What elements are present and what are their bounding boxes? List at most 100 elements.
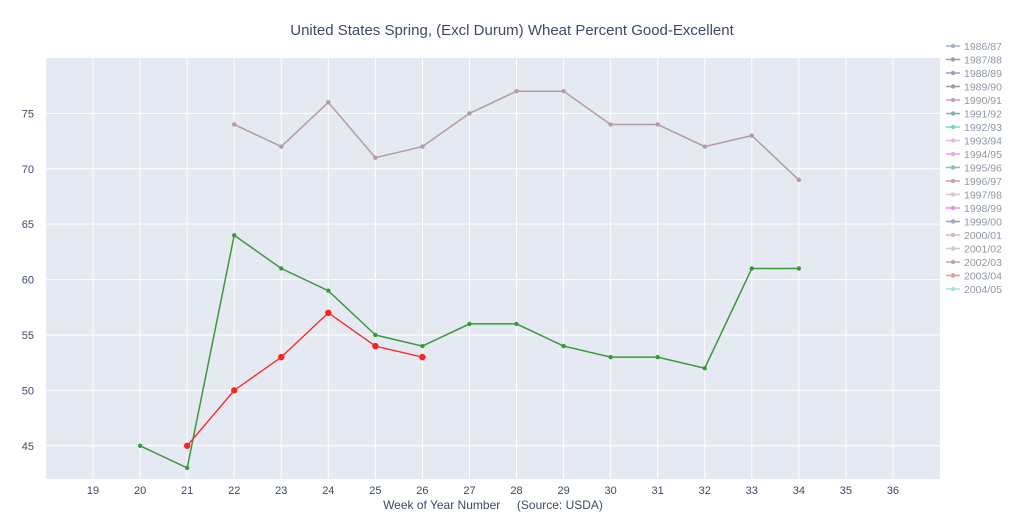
legend-label: 1996/97 [964,176,1002,188]
series-2002-03 [232,89,802,183]
y-tick-label: 70 [22,164,34,176]
x-tick-label: 23 [275,485,287,497]
x-tick-label: 27 [463,485,475,497]
legend-marker [950,192,956,197]
x-tick-label: 24 [322,485,334,497]
x-tick-label: 22 [228,485,240,497]
series-2003-04 [137,233,802,471]
legend-item: 1996/97 [946,176,1002,188]
y-tick-label: 55 [22,330,34,342]
x-axis-label: Week of Year Number (Source: USDA) [383,498,603,512]
x-tick-label: 19 [87,485,99,497]
legend-marker [950,151,956,157]
legend-label: 2001/02 [964,243,1002,255]
series-line [186,311,423,447]
legend-label: 1991/92 [964,108,1002,120]
legend-item: 1990/91 [946,95,1002,107]
legend-item: 1992/93 [946,122,1002,134]
legend-marker [950,97,956,103]
data-point [373,155,378,160]
data-point [655,122,660,127]
data-point [326,100,331,105]
data-point [279,266,284,271]
data-point [420,144,425,149]
data-point [184,465,190,471]
legend-marker [950,111,956,116]
legend-item: 1991/92 [946,108,1002,120]
legend-label: 1994/95 [964,149,1002,161]
legend-item: 2002/03 [946,257,1002,269]
gridlines [46,58,940,479]
x-tick-label: 35 [840,485,852,497]
data-point [232,233,237,238]
plot-area [46,58,940,479]
legend-marker [950,286,956,292]
data-point [232,122,237,127]
legend-item: 2004/05 [946,284,1002,296]
data-point [561,89,566,94]
data-point [467,111,472,116]
x-tick-label: 31 [652,485,664,497]
legend-marker [950,124,956,130]
data-point [419,353,426,361]
x-tick-label: 30 [605,485,617,497]
legend-label: 1986/87 [964,41,1002,53]
legend-marker [950,219,956,224]
data-point [137,443,143,448]
data-point [608,122,613,127]
x-tick-label: 21 [181,485,193,497]
legend-label: 1998/99 [964,203,1002,215]
legend-marker [950,57,956,62]
y-tick-label: 45 [22,441,34,453]
legend-label: 1990/91 [964,95,1002,107]
x-tick-label: 26 [416,485,428,497]
legend-marker [950,178,956,184]
legend-label: 2004/05 [964,284,1002,296]
legend-marker [950,70,956,76]
legend-item: 2001/02 [946,243,1002,255]
x-tick-label: 20 [134,485,146,497]
data-point [373,332,378,338]
chart-title: United States Spring, (Excl Durum) Wheat… [290,22,734,39]
legend-label: 1987/88 [964,54,1002,66]
series-2004-05 [183,309,426,449]
data-point [796,177,802,183]
data-point [749,133,754,138]
data-point [702,366,707,371]
data-point [279,144,284,149]
data-point [796,266,802,271]
y-tick-label: 50 [22,385,34,397]
legend-marker [950,246,956,251]
legend-item: 1995/96 [946,162,1002,174]
data-point [183,442,191,449]
y-tick-label: 60 [22,275,34,287]
legend-item: 1986/87 [946,41,1002,53]
legend-item: 1998/99 [946,203,1002,215]
y-tick-label: 75 [22,108,34,120]
data-point [420,343,425,349]
legend-marker [950,273,956,278]
legend-item: 1989/90 [946,81,1002,93]
legend-marker [950,84,956,89]
legend-label: 1989/90 [964,81,1002,93]
legend-label: 1993/94 [964,135,1002,147]
legend-label: 2003/04 [964,270,1002,282]
legend-marker [950,165,956,170]
legend-item: 1988/89 [946,68,1002,80]
legend-item: 1997/98 [946,189,1002,201]
legend-label: 1997/98 [964,189,1002,201]
legend-item: 2003/04 [946,270,1002,282]
x-tick-label: 25 [369,485,381,497]
y-tick-label: 65 [22,219,34,231]
data-point [467,321,472,327]
legend-label: 1988/89 [964,68,1002,80]
legend-marker [950,138,956,143]
legend-item: 1999/00 [946,216,1002,228]
data-point [372,342,379,350]
x-tick-label: 29 [557,485,569,497]
legend-item: 1993/94 [946,135,1002,147]
legend-marker [950,232,956,238]
